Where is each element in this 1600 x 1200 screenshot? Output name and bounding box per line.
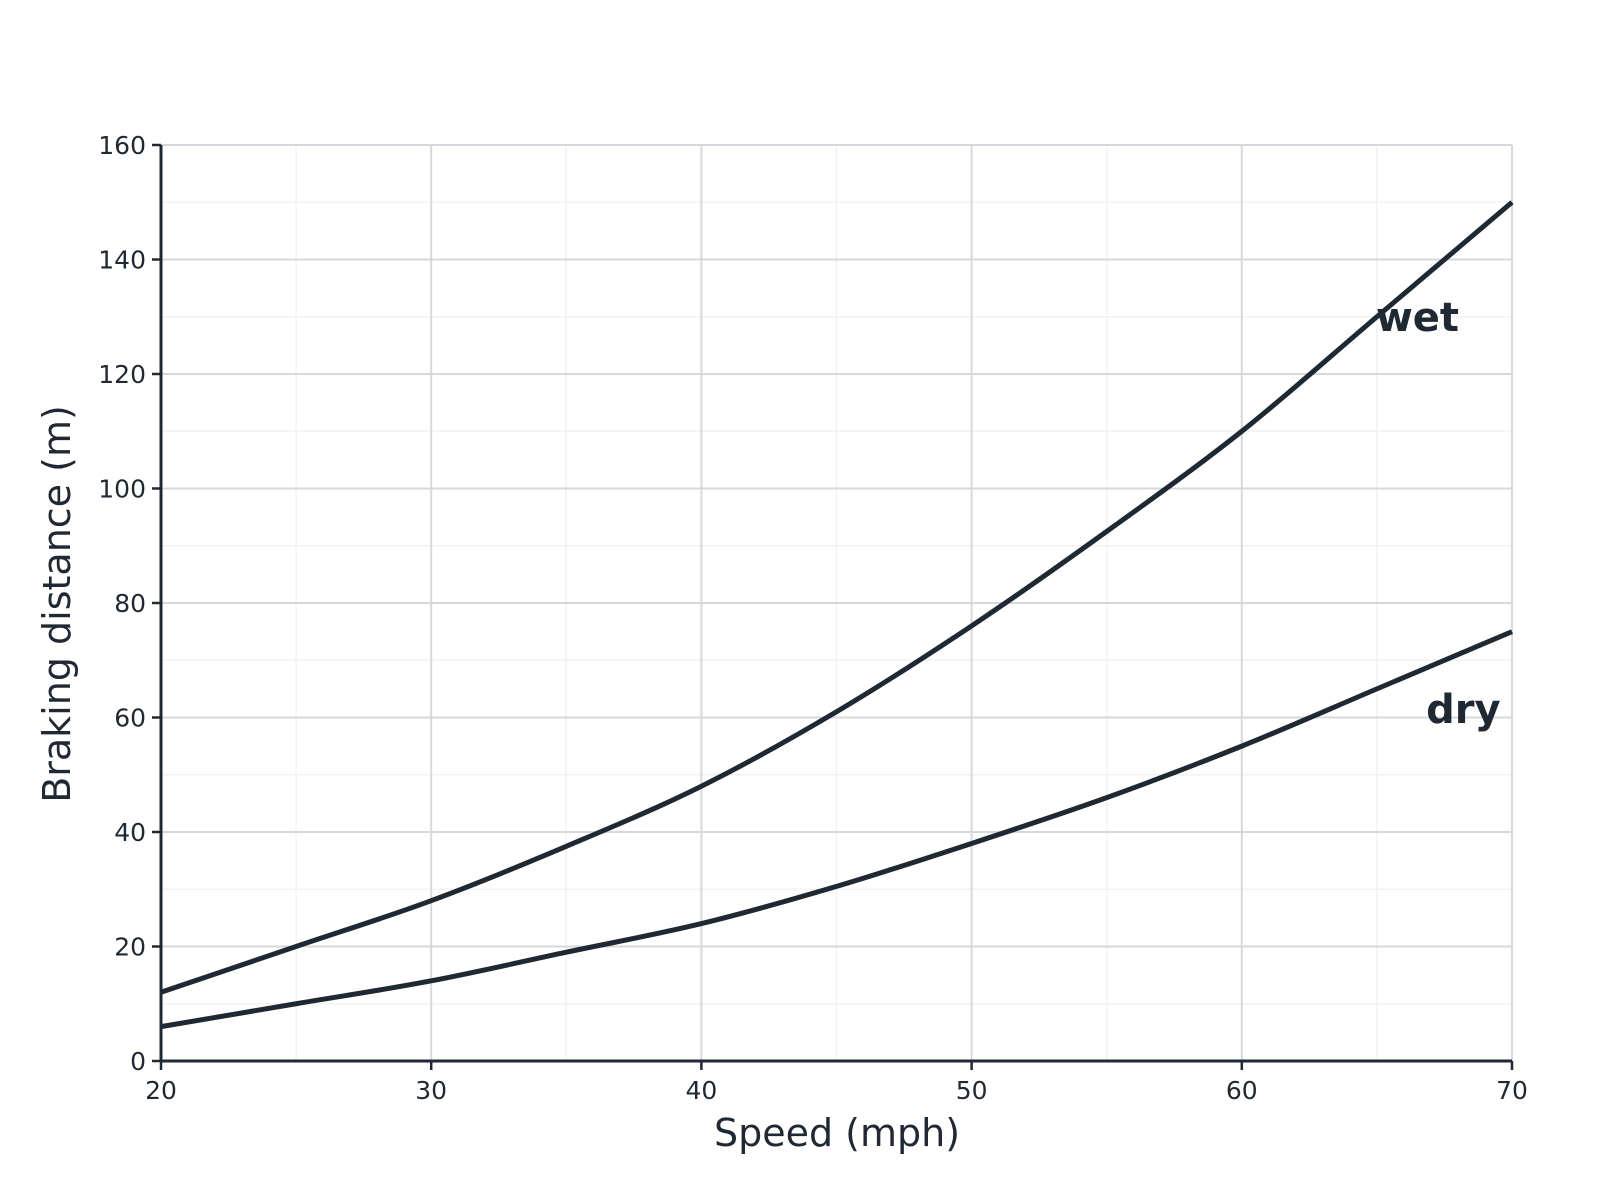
y-tick-label: 120 <box>98 360 146 389</box>
x-tick-label: 60 <box>1226 1076 1258 1105</box>
x-axis-label: Speed (mph) <box>714 1111 960 1155</box>
series-line-dry <box>160 629 1513 1030</box>
x-tick-label: 40 <box>685 1076 717 1105</box>
y-tick-label: 20 <box>114 933 146 962</box>
series-labels: wet dry <box>1376 295 1501 733</box>
y-tick-label: 40 <box>114 818 146 847</box>
x-axis-ticks: 20 30 40 50 60 70 <box>145 1061 1528 1105</box>
series-line-wet <box>160 200 1514 995</box>
major-grid <box>161 144 1513 1061</box>
x-tick-label: 20 <box>145 1076 177 1105</box>
x-tick-label: 70 <box>1496 1076 1528 1105</box>
series-label-wet: wet <box>1376 295 1459 341</box>
y-axis-label: Braking distance (m) <box>35 405 79 803</box>
y-tick-label: 80 <box>114 589 146 618</box>
x-tick-label: 50 <box>956 1076 988 1105</box>
y-tick-label: 100 <box>98 475 146 504</box>
y-tick-label: 160 <box>98 131 146 160</box>
y-tick-label: 60 <box>114 704 146 733</box>
series-label-dry: dry <box>1426 687 1500 733</box>
x-tick-label: 30 <box>415 1076 447 1105</box>
y-axis-ticks: 0 20 40 60 80 100 120 140 160 <box>98 131 161 1076</box>
y-tick-label: 140 <box>98 246 146 275</box>
y-tick-label: 0 <box>130 1047 146 1076</box>
series-lines <box>160 200 1514 1030</box>
